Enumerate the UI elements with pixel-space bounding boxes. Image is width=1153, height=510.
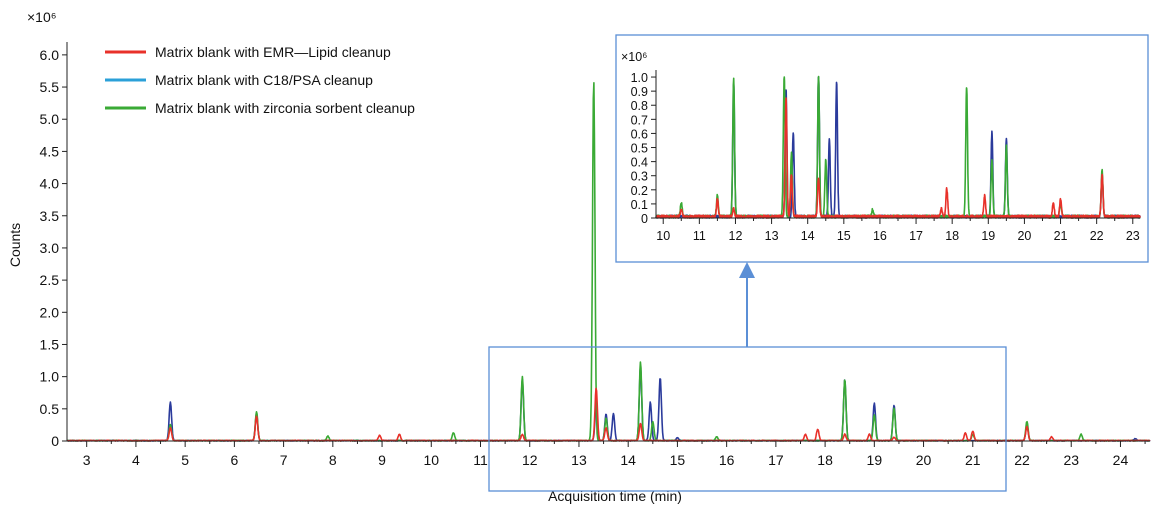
inset-y-tick-label: 0.7 xyxy=(631,113,648,127)
main-x-tick-label: 18 xyxy=(817,452,833,468)
y-axis-label: Counts xyxy=(7,223,23,267)
inset-y-tick-label: 0.5 xyxy=(631,142,648,156)
main-x-tick-label: 16 xyxy=(719,452,735,468)
main-x-tick-label: 24 xyxy=(1113,452,1129,468)
main-x-tick-label: 13 xyxy=(571,452,587,468)
main-y-tick-label: 5.5 xyxy=(40,79,60,95)
inset-x-tick-label: 22 xyxy=(1090,229,1104,243)
x-axis-label: Acquisition time (min) xyxy=(548,488,682,504)
main-x-tick-label: 8 xyxy=(329,452,337,468)
inset-x-tick-label: 14 xyxy=(801,229,815,243)
inset-y-tick-label: 0.1 xyxy=(631,198,648,212)
inset-y-tick-label: 0.2 xyxy=(631,184,648,198)
main-y-tick-label: 1.5 xyxy=(40,336,60,352)
inset-x-tick-label: 20 xyxy=(1017,229,1031,243)
main-x-tick-label: 4 xyxy=(132,452,140,468)
inset-y-tick-label: 0 xyxy=(641,212,648,226)
main-y-tick-label: 3.5 xyxy=(40,208,60,224)
inset-y-tick-label: 0.8 xyxy=(631,99,648,113)
main-x-tick-label: 19 xyxy=(867,452,883,468)
inset-x-tick-label: 13 xyxy=(765,229,779,243)
inset-frame xyxy=(615,34,1149,263)
main-y-tick-label: 0 xyxy=(51,433,59,449)
inset-x-tick-label: 12 xyxy=(729,229,743,243)
main-x-tick-label: 5 xyxy=(181,452,189,468)
main-y-tick-label: 6.0 xyxy=(40,47,60,63)
main-x-tick-label: 14 xyxy=(620,452,636,468)
main-y-tick-label: 1.0 xyxy=(40,369,60,385)
main-x-tick-label: 9 xyxy=(378,452,386,468)
main-x-tick-label: 3 xyxy=(83,452,91,468)
main-x-tick-label: 15 xyxy=(670,452,686,468)
main-x-tick-label: 7 xyxy=(280,452,288,468)
main-x-tick-label: 11 xyxy=(473,452,488,468)
main-x-tick-label: 21 xyxy=(965,452,981,468)
inset-x-tick-label: 23 xyxy=(1126,229,1140,243)
legend-label-zirconia: Matrix blank with zirconia sorbent clean… xyxy=(155,100,415,116)
main-x-tick-label: 6 xyxy=(230,452,238,468)
inset-x-tick-label: 11 xyxy=(693,229,706,243)
main-y-multiplier: ×10⁶ xyxy=(27,9,57,25)
inset-y-tick-label: 0.6 xyxy=(631,127,648,141)
inset-series-line xyxy=(655,97,1141,219)
legend: Matrix blank with EMR—Lipid cleanup Matr… xyxy=(105,44,415,116)
zoom-arrow-head xyxy=(739,262,755,278)
main-x-tick-label: 12 xyxy=(522,452,538,468)
inset-x-tick-label: 15 xyxy=(837,229,851,243)
legend-label-c18: Matrix blank with C18/PSA cleanup xyxy=(155,72,373,88)
zoom-region-box xyxy=(488,346,1007,492)
inset-y-tick-label: 0.9 xyxy=(631,85,648,99)
inset-x-tick-label: 18 xyxy=(945,229,959,243)
main-axes: 0 0.5 1.0 1.5 2.0 2.5 3.0 3.5 4.0 4.5 5.0 5.5 6.0 3 4 5… xyxy=(40,42,1150,468)
main-y-tick-label: 2.0 xyxy=(40,304,60,320)
legend-label-emr: Matrix blank with EMR—Lipid cleanup xyxy=(155,44,391,60)
inset-y-tick-label: 0.3 xyxy=(631,170,648,184)
inset-x-tick-label: 16 xyxy=(873,229,887,243)
main-y-tick-label: 0.5 xyxy=(40,401,60,417)
main-x-tick-label: 22 xyxy=(1014,452,1030,468)
main-x-tick-label: 20 xyxy=(916,452,932,468)
main-series-line xyxy=(66,387,1151,442)
inset-y-tick-label: 0.4 xyxy=(631,156,648,170)
main-x-tick-label: 17 xyxy=(768,452,784,468)
inset-x-tick-label: 21 xyxy=(1054,229,1068,243)
main-y-tick-label: 5.0 xyxy=(40,111,60,127)
main-y-tick-label: 4.0 xyxy=(40,176,60,192)
main-series-line xyxy=(66,365,1151,442)
inset-y-tick-label: 1.0 xyxy=(631,71,648,85)
main-y-tick-label: 2.5 xyxy=(40,272,60,288)
main-x-tick-label: 10 xyxy=(423,452,439,468)
main-x-tick-label: 23 xyxy=(1063,452,1079,468)
main-y-tick-label: 3.0 xyxy=(40,240,60,256)
inset-x-tick-label: 19 xyxy=(981,229,995,243)
inset-axes: 00.10.20.30.40.50.60.70.80.91.0 10 11 12 13 1… xyxy=(631,70,1140,243)
inset-x-tick-label: 10 xyxy=(656,229,670,243)
inset-y-multiplier: ×10⁶ xyxy=(621,50,647,64)
main-y-tick-label: 4.5 xyxy=(40,143,60,159)
inset-x-tick-label: 17 xyxy=(909,229,923,243)
